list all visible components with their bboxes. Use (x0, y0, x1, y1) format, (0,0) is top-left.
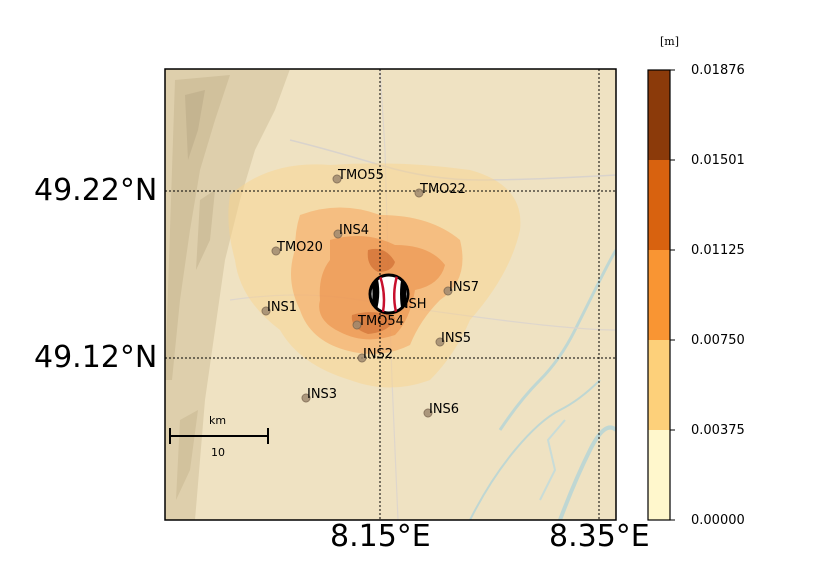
station-label: INS4 (339, 223, 369, 238)
terrain-layer (165, 69, 616, 520)
latitude-label-bottom: 49.12°N (34, 340, 158, 375)
station-label: INS3 (307, 387, 337, 402)
colorbar-unit: [m] (660, 35, 680, 48)
station-label: INS1 (267, 300, 297, 315)
station-marker: INS1 (261, 300, 297, 316)
colorbar-segment (648, 250, 670, 340)
station-marker: INS5 (435, 331, 471, 347)
station-marker: TMO54 (352, 314, 404, 330)
station-label: INS7 (449, 280, 479, 295)
colorbar-tick: 0.01501 (691, 153, 745, 168)
colorbar-segment (648, 160, 670, 250)
contour-level-4 (351, 248, 395, 334)
longitude-label-right: 8.35°E (549, 519, 650, 554)
colorbar-tick: 0.00000 (691, 513, 745, 528)
scale-bar (169, 428, 269, 444)
colorbar-tick: 0.00375 (691, 423, 745, 438)
colorbar-tick: 0.01876 (691, 63, 745, 78)
scale-bar-unit: km (209, 414, 227, 427)
colorbar-tick: 0.00750 (691, 333, 745, 348)
longitude-label-left: 8.15°E (330, 519, 431, 554)
colorbar-segment (648, 430, 670, 520)
colorbar-frame (647, 69, 671, 521)
station-marker: TMO22 (414, 182, 466, 198)
latitude-label-top: 49.22°N (34, 173, 158, 208)
station-marker: INS2 (357, 347, 393, 363)
station-label: TMO54 (357, 314, 404, 329)
focal-mechanism-beachball (368, 273, 410, 315)
station-marker: INS4 (333, 223, 369, 239)
station-label: INS6 (429, 402, 459, 417)
station-marker: INS7 (443, 280, 479, 296)
station-marker: TMO20 (271, 240, 323, 256)
station-marker: INS6 (423, 402, 459, 418)
station-label: INS5 (441, 331, 471, 346)
colorbar-segment (648, 340, 670, 430)
station-marker: TMO55 (332, 168, 384, 184)
station-label: TMO55 (337, 168, 384, 183)
station-marker: INS3 (301, 387, 337, 403)
station-label: TMO22 (419, 182, 466, 197)
colorbar (647, 69, 675, 521)
station-label: TMO20 (276, 240, 323, 255)
colorbar-tick: 0.01125 (691, 243, 745, 258)
map-frame (164, 68, 617, 521)
scale-bar-value: 10 (211, 446, 225, 459)
colorbar-segment (648, 70, 670, 160)
station-label: INS2 (363, 347, 393, 362)
